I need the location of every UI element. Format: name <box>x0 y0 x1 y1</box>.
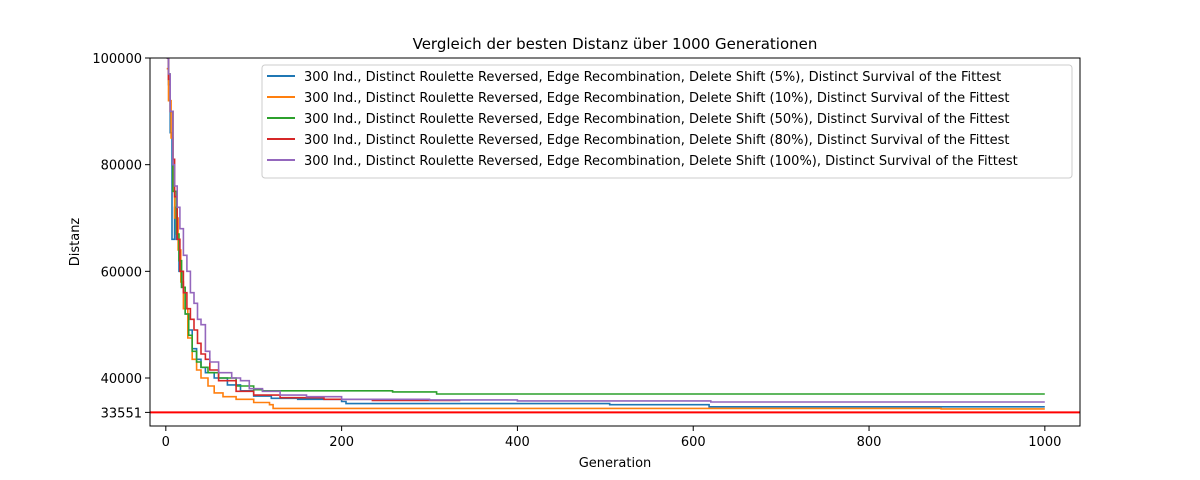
y-tick-label: 100000 <box>92 52 142 67</box>
y-tick-label: 33551 <box>101 406 142 421</box>
y-tick-label: 40000 <box>101 372 142 387</box>
y-tick-label: 80000 <box>101 159 142 174</box>
legend-entry: 300 Ind., Distinct Roulette Reversed, Ed… <box>304 112 1009 127</box>
x-tick-label: 600 <box>681 435 706 450</box>
y-tick-label: 60000 <box>101 265 142 280</box>
series-layer <box>166 58 1045 410</box>
axes-layer: 0 200 400 600 800 1000 33551 40000 60000 80000 100… <box>92 52 1081 450</box>
x-axis-title: Generation <box>579 456 652 471</box>
y-axis-title: Distanz <box>68 218 83 267</box>
x-tick-label: 800 <box>857 435 882 450</box>
x-tick-label: 1000 <box>1028 435 1061 450</box>
legend: 300 Ind., Distinct Roulette Reversed, Ed… <box>261 64 1073 179</box>
legend-box <box>261 64 1073 179</box>
legend-entry: 300 Ind., Distinct Roulette Reversed, Ed… <box>304 91 1009 106</box>
legend-entry: 300 Ind., Distinct Roulette Reversed, Ed… <box>304 70 1001 85</box>
legend-entry: 300 Ind., Distinct Roulette Reversed, Ed… <box>304 154 1018 169</box>
chart-title: Vergleich der besten Distanz über 1000 G… <box>413 35 818 53</box>
axes-frame <box>149 57 1081 427</box>
series-line-5 <box>166 58 1045 403</box>
x-tick-label: 400 <box>505 435 530 450</box>
legend-entry: 300 Ind., Distinct Roulette Reversed, Ed… <box>304 133 1009 148</box>
x-tick-label: 200 <box>329 435 354 450</box>
x-tick-label: 0 <box>162 435 170 450</box>
